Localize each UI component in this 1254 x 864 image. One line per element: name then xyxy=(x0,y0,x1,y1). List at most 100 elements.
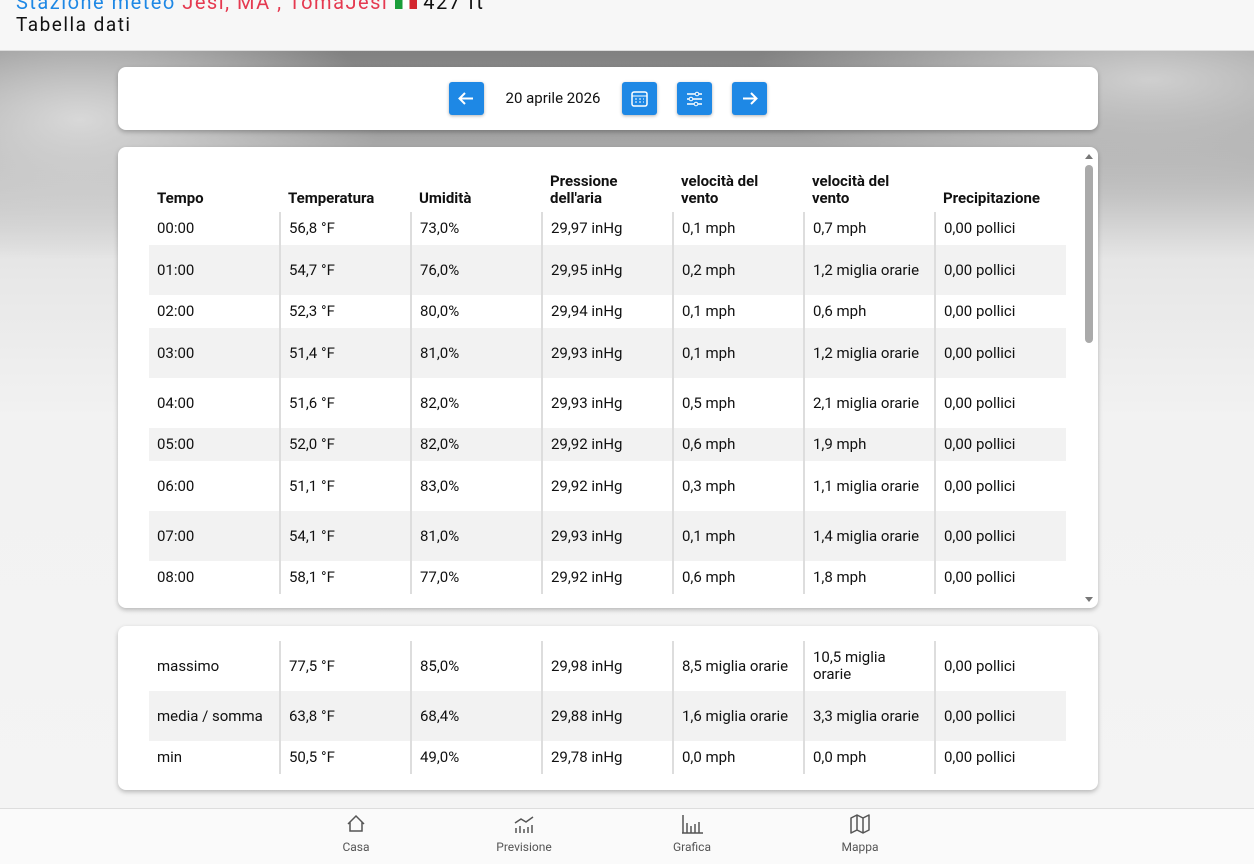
cell: 1,6 miglia orarie xyxy=(672,691,804,741)
data-table: Tempo Temperatura Umidità Pressione dell'ar… xyxy=(149,147,1066,594)
cell: 56,8 °F xyxy=(279,212,411,245)
table-row: 04:00 51,6 °F 82,0% 29,93 inHg 0,5 mph 2,1 mi… xyxy=(149,378,1066,428)
cell: 52,0 °F xyxy=(279,428,411,461)
subtitle: Tabella dati xyxy=(16,13,132,36)
cell: 0,00 pollici xyxy=(934,378,1066,428)
date-nav: 20 aprile 2026 xyxy=(118,67,1098,130)
cell: 0,00 pollici xyxy=(934,461,1066,511)
cell: media / somma xyxy=(149,691,280,741)
table-row: 08:00 58,1 °F 77,0% 29,92 inHg 0,6 mph 1,8 mp… xyxy=(149,561,1066,594)
cell: 0,00 pollici xyxy=(934,741,1066,774)
summary-card: massimo 77,5 °F 85,0% 29,98 inHg 8,5 miglia … xyxy=(118,626,1098,790)
cell: 51,6 °F xyxy=(279,378,411,428)
settings-button[interactable] xyxy=(677,82,712,115)
cell: 29,92 inHg xyxy=(541,428,673,461)
cell: 29,98 inHg xyxy=(541,641,673,691)
prev-button[interactable] xyxy=(449,82,484,115)
cell: 0,0 mph xyxy=(803,741,935,774)
nav-label: Previsione xyxy=(496,840,552,854)
cell: 01:00 xyxy=(149,245,280,295)
scroll-arrows xyxy=(1085,154,1093,602)
cell: 0,3 mph xyxy=(672,461,804,511)
cell: 0,00 pollici xyxy=(934,691,1066,741)
cell: 76,0% xyxy=(410,245,542,295)
cell: 0,1 mph xyxy=(672,511,804,561)
nav-item[interactable]: Mappa xyxy=(810,809,910,854)
cell: 29,92 inHg xyxy=(541,461,673,511)
table-row: massimo 77,5 °F 85,0% 29,98 inHg 8,5 miglia … xyxy=(149,641,1066,691)
cell: 08:00 xyxy=(157,568,195,586)
table-row: media / somma 63,8 °F 68,4% 29,88 inHg 1,6 m… xyxy=(149,691,1066,741)
cell: 0,00 pollici xyxy=(934,561,1066,594)
cell: 80,0% xyxy=(410,295,542,328)
cell: 73,0% xyxy=(410,212,542,245)
cell: 63,8 °F xyxy=(279,691,411,741)
column-header: Pressione dell'aria xyxy=(550,172,618,207)
scrollbar[interactable] xyxy=(1085,165,1093,343)
table-row: 06:00 51,1 °F 83,0% 29,92 inHg 0,3 mph 1,1 mi… xyxy=(149,461,1066,511)
cell: 51,1 °F xyxy=(279,461,411,511)
bottom-nav: Casa Previsione Grafica Mappa xyxy=(0,808,1254,864)
date-label: 20 aprile 2026 xyxy=(505,89,601,107)
cell: 77,5 °F xyxy=(279,641,411,691)
cell: 0,00 pollici xyxy=(934,328,1066,378)
cell: 81,0% xyxy=(410,511,542,561)
column-header: Umidità xyxy=(419,189,472,207)
header-title: Stazione meteo Jesi, MA , TomaJesi 427 f… xyxy=(16,0,484,14)
cell: 1,2 miglia orarie xyxy=(803,328,935,378)
cell: 29,93 inHg xyxy=(541,511,673,561)
cell: 29,78 inHg xyxy=(541,741,673,774)
cell: 54,1 °F xyxy=(279,511,411,561)
cell: 52,3 °F xyxy=(279,295,411,328)
nav-item[interactable]: Grafica xyxy=(642,809,742,854)
cell: 0,00 pollici xyxy=(934,428,1066,461)
cell: 29,93 inHg xyxy=(541,378,673,428)
calendar-button[interactable] xyxy=(622,82,657,115)
header: Stazione meteo Jesi, MA , TomaJesi 427 f… xyxy=(0,0,1254,51)
nav-item[interactable]: Previsione xyxy=(474,809,574,854)
cell: 85,0% xyxy=(410,641,542,691)
cell: 0,00 pollici xyxy=(934,212,1066,245)
cell: 07:00 xyxy=(149,511,280,561)
cell: 0,7 mph xyxy=(803,212,935,245)
summary-table: massimo 77,5 °F 85,0% 29,98 inHg 8,5 miglia … xyxy=(149,641,1066,774)
cell: 50,5 °F xyxy=(279,741,411,774)
cell: 03:00 xyxy=(149,328,280,378)
cell: 0,5 mph xyxy=(672,378,804,428)
nav-item[interactable]: Casa xyxy=(306,809,406,854)
cell: 0,00 pollici xyxy=(934,511,1066,561)
table-row: 03:00 51,4 °F 81,0% 29,93 inHg 0,1 mph 1,2 mi… xyxy=(149,328,1066,378)
cell: 51,4 °F xyxy=(279,328,411,378)
cell: 00:00 xyxy=(157,219,195,237)
cell: 0,6 mph xyxy=(672,561,804,594)
cell: 29,92 inHg xyxy=(541,561,673,594)
nav-label: Casa xyxy=(342,840,370,854)
cell: 0,1 mph xyxy=(672,328,804,378)
header-row: Tempo Temperatura Umidità Pressione dell'ar… xyxy=(149,147,1066,212)
cell: 06:00 xyxy=(157,476,195,495)
next-button[interactable] xyxy=(732,82,767,115)
cell: 82,0% xyxy=(410,428,542,461)
cell: 0,00 pollici xyxy=(934,245,1066,295)
cell: 02:00 xyxy=(157,302,195,320)
cell: 0,00 pollici xyxy=(934,641,1066,691)
cell: 1,9 mph xyxy=(803,428,935,461)
station-label: Stazione meteo xyxy=(16,0,176,14)
column-header: velocità del vento xyxy=(812,172,890,207)
cell: 0,00 pollici xyxy=(934,295,1066,328)
cell: 10,5 miglia orarie xyxy=(803,641,935,691)
cell: 0,1 mph xyxy=(672,295,804,328)
cell: massimo xyxy=(157,656,220,675)
flag xyxy=(394,0,417,9)
cell: 54,7 °F xyxy=(279,245,411,295)
cell: 29,95 inHg xyxy=(541,245,673,295)
cell: 68,4% xyxy=(410,691,542,741)
cell: 0,6 mph xyxy=(803,295,935,328)
cell: 1,4 miglia orarie xyxy=(803,511,935,561)
location: Jesi, MA , TomaJesi xyxy=(182,0,389,14)
cell: 3,3 miglia orarie xyxy=(803,691,935,741)
column-header: Precipitazione xyxy=(943,189,1040,207)
table-row: 00:00 56,8 °F 73,0% 29,97 inHg 0,1 mph 0,7 mp… xyxy=(149,212,1066,245)
cell: 29,88 inHg xyxy=(541,691,673,741)
cell: 0,1 mph xyxy=(672,212,804,245)
